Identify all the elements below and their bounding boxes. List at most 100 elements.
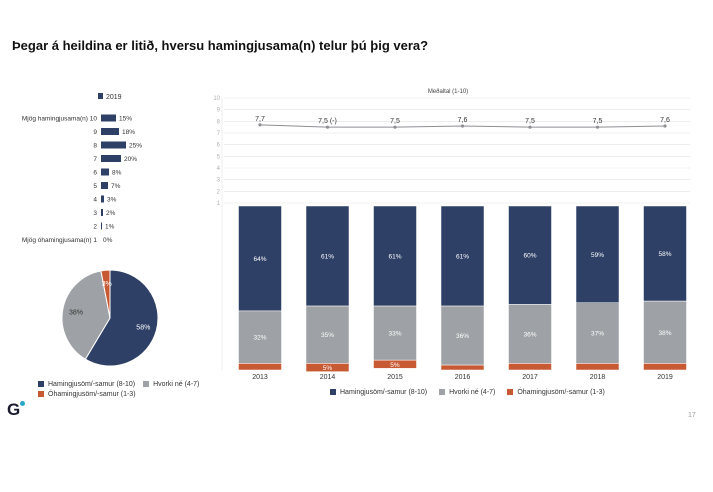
bar [101, 168, 109, 176]
legend-label: Óhamingjusöm/-samur (1-3) [517, 389, 605, 396]
page-title: Þegar á heildina er litið, hversu haming… [12, 38, 429, 53]
legend-label: Óhamingjusöm/-samur (1-3) [48, 391, 136, 398]
stacked-bar-segment [238, 363, 282, 371]
y-tick-label: 2 [217, 189, 221, 195]
y-tick-label: 6 [217, 143, 221, 149]
mean-point [663, 124, 667, 128]
legend-label: Hamingjusöm/-samur (8-10) [340, 389, 428, 396]
stacked-bar-segment [643, 300, 687, 364]
category-label: 7 [93, 156, 97, 163]
segment-label: 36% [456, 333, 469, 340]
segment-label: 5% [390, 362, 400, 369]
x-tick-label: 2019 [657, 374, 673, 381]
pie-legend-item-unhappy: Óhamingjusöm/-samur (1-3) [38, 390, 136, 400]
legend-label-2019: 2019 [106, 94, 122, 101]
value-label: 15% [119, 116, 132, 123]
pie-slice [100, 269, 111, 319]
legend-swatch-neutral [143, 381, 150, 387]
stacked-bar-segment [305, 205, 350, 307]
mean-label: 7,5 [525, 118, 535, 125]
trend-legend-item-happy: Hamingjusöm/-samur (8-10) [330, 389, 427, 396]
segment-label: 61% [388, 254, 401, 261]
x-tick-label: 2016 [455, 374, 471, 381]
legend-swatch-happy [38, 381, 44, 387]
bar [101, 114, 116, 122]
value-label: 3% [107, 197, 117, 204]
legend-swatch-unhappy [507, 389, 514, 395]
mean-label: 7,5 [593, 118, 603, 125]
stacked-bar-segment [508, 205, 552, 305]
category-label: 8 [93, 143, 97, 150]
x-tick-label: 2014 [320, 374, 336, 381]
y-tick-label: 1 [217, 201, 221, 207]
mean-point [393, 125, 397, 129]
trend-chart: Meðaltal (1-10) 1 2 3 4 5 6 7 8 9 10 7,7 7,5 (-) 7,5 7… [213, 88, 690, 381]
value-label: 20% [124, 156, 137, 163]
x-tick-label: 2015 [387, 374, 403, 381]
trend-legend-item-neutral: Hvorki né (4-7) [439, 389, 495, 396]
value-label: 7% [111, 183, 121, 190]
category-label: 4 [93, 197, 97, 204]
pie-legend-item-happy: Hamingjusöm/-samur (8-10) [38, 380, 135, 390]
stacked-bar-segment [440, 305, 485, 366]
segment-label: 61% [456, 254, 469, 261]
segment-label: 38% [658, 330, 671, 337]
mean-label: 7,7 [255, 116, 265, 123]
y-tick-label: 7 [217, 131, 221, 137]
bar [101, 222, 102, 230]
segment-label: 35% [321, 332, 334, 339]
segment-label: 36% [523, 331, 536, 338]
mean-label: 7,6 [458, 117, 468, 124]
category-label: 2 [93, 224, 97, 231]
y-tick-label: 5 [217, 154, 221, 160]
value-label: 2% [106, 210, 116, 217]
logo-dot-icon [20, 401, 25, 406]
segment-label: 64% [253, 256, 266, 263]
y-tick-label: 9 [217, 108, 221, 114]
category-label: Mjög hamingjusama(n) 10 [22, 116, 98, 123]
distribution-bar-chart: 2019 Mjög hamingjusama(n) 10 15% 9 18% 8 25% 7 2… [22, 93, 142, 244]
segment-label: 33% [388, 331, 401, 338]
pie-chart: 58% 38% 3% [61, 269, 159, 367]
stacked-bar-segment [238, 310, 282, 364]
trend-legend-item-unhappy: Óhamingjusöm/-samur (1-3) [507, 389, 605, 396]
pie-slice [61, 270, 111, 360]
mean-point [595, 125, 600, 129]
mean-point [258, 123, 262, 127]
value-label: 1% [105, 224, 115, 231]
mean-label: 7,5 (-) [318, 118, 337, 125]
mean-point [528, 125, 532, 129]
legend-swatch-2019 [98, 93, 103, 99]
mean-label: 7,6 [660, 117, 670, 124]
mean-label: 7,5 [390, 118, 400, 125]
pie-slice-label: 3% [102, 281, 112, 288]
pie-slice-label: 58% [136, 325, 150, 332]
pie-legend-item-neutral: Hvorki né (4-7) [143, 380, 199, 390]
mean-point [325, 125, 330, 129]
stacked-bar-segment [305, 363, 350, 372]
stacked-bar-segment [508, 304, 552, 364]
stacked-bar-segment [440, 364, 485, 371]
segment-label: 61% [321, 254, 334, 261]
pie-slice [84, 269, 159, 367]
category-label: 3 [93, 210, 97, 217]
category-label: 5 [93, 183, 97, 190]
stacked-bar-segment [238, 205, 282, 312]
value-label: 25% [129, 143, 142, 150]
stacked-bar-segment [373, 359, 417, 369]
legend-label: Hamingjusöm/-samur (8-10) [48, 381, 136, 388]
value-label: 8% [112, 170, 122, 177]
x-tick-label: 2013 [252, 374, 268, 381]
y-tick-label: 3 [217, 178, 221, 184]
bar [101, 128, 119, 135]
legend-label: Hvorki né (4-7) [153, 381, 200, 388]
gallup-logo: G [7, 400, 21, 419]
stacked-bar-segment [643, 363, 687, 371]
category-label: Mjög óhamingjusama(n) 1 [22, 237, 98, 244]
bar [101, 195, 104, 203]
stacked-bar-segment [508, 363, 552, 371]
stacked-bar-segment [373, 205, 417, 307]
category-label: 6 [93, 170, 97, 177]
bar [101, 209, 103, 216]
x-tick-label: 2018 [590, 374, 606, 381]
